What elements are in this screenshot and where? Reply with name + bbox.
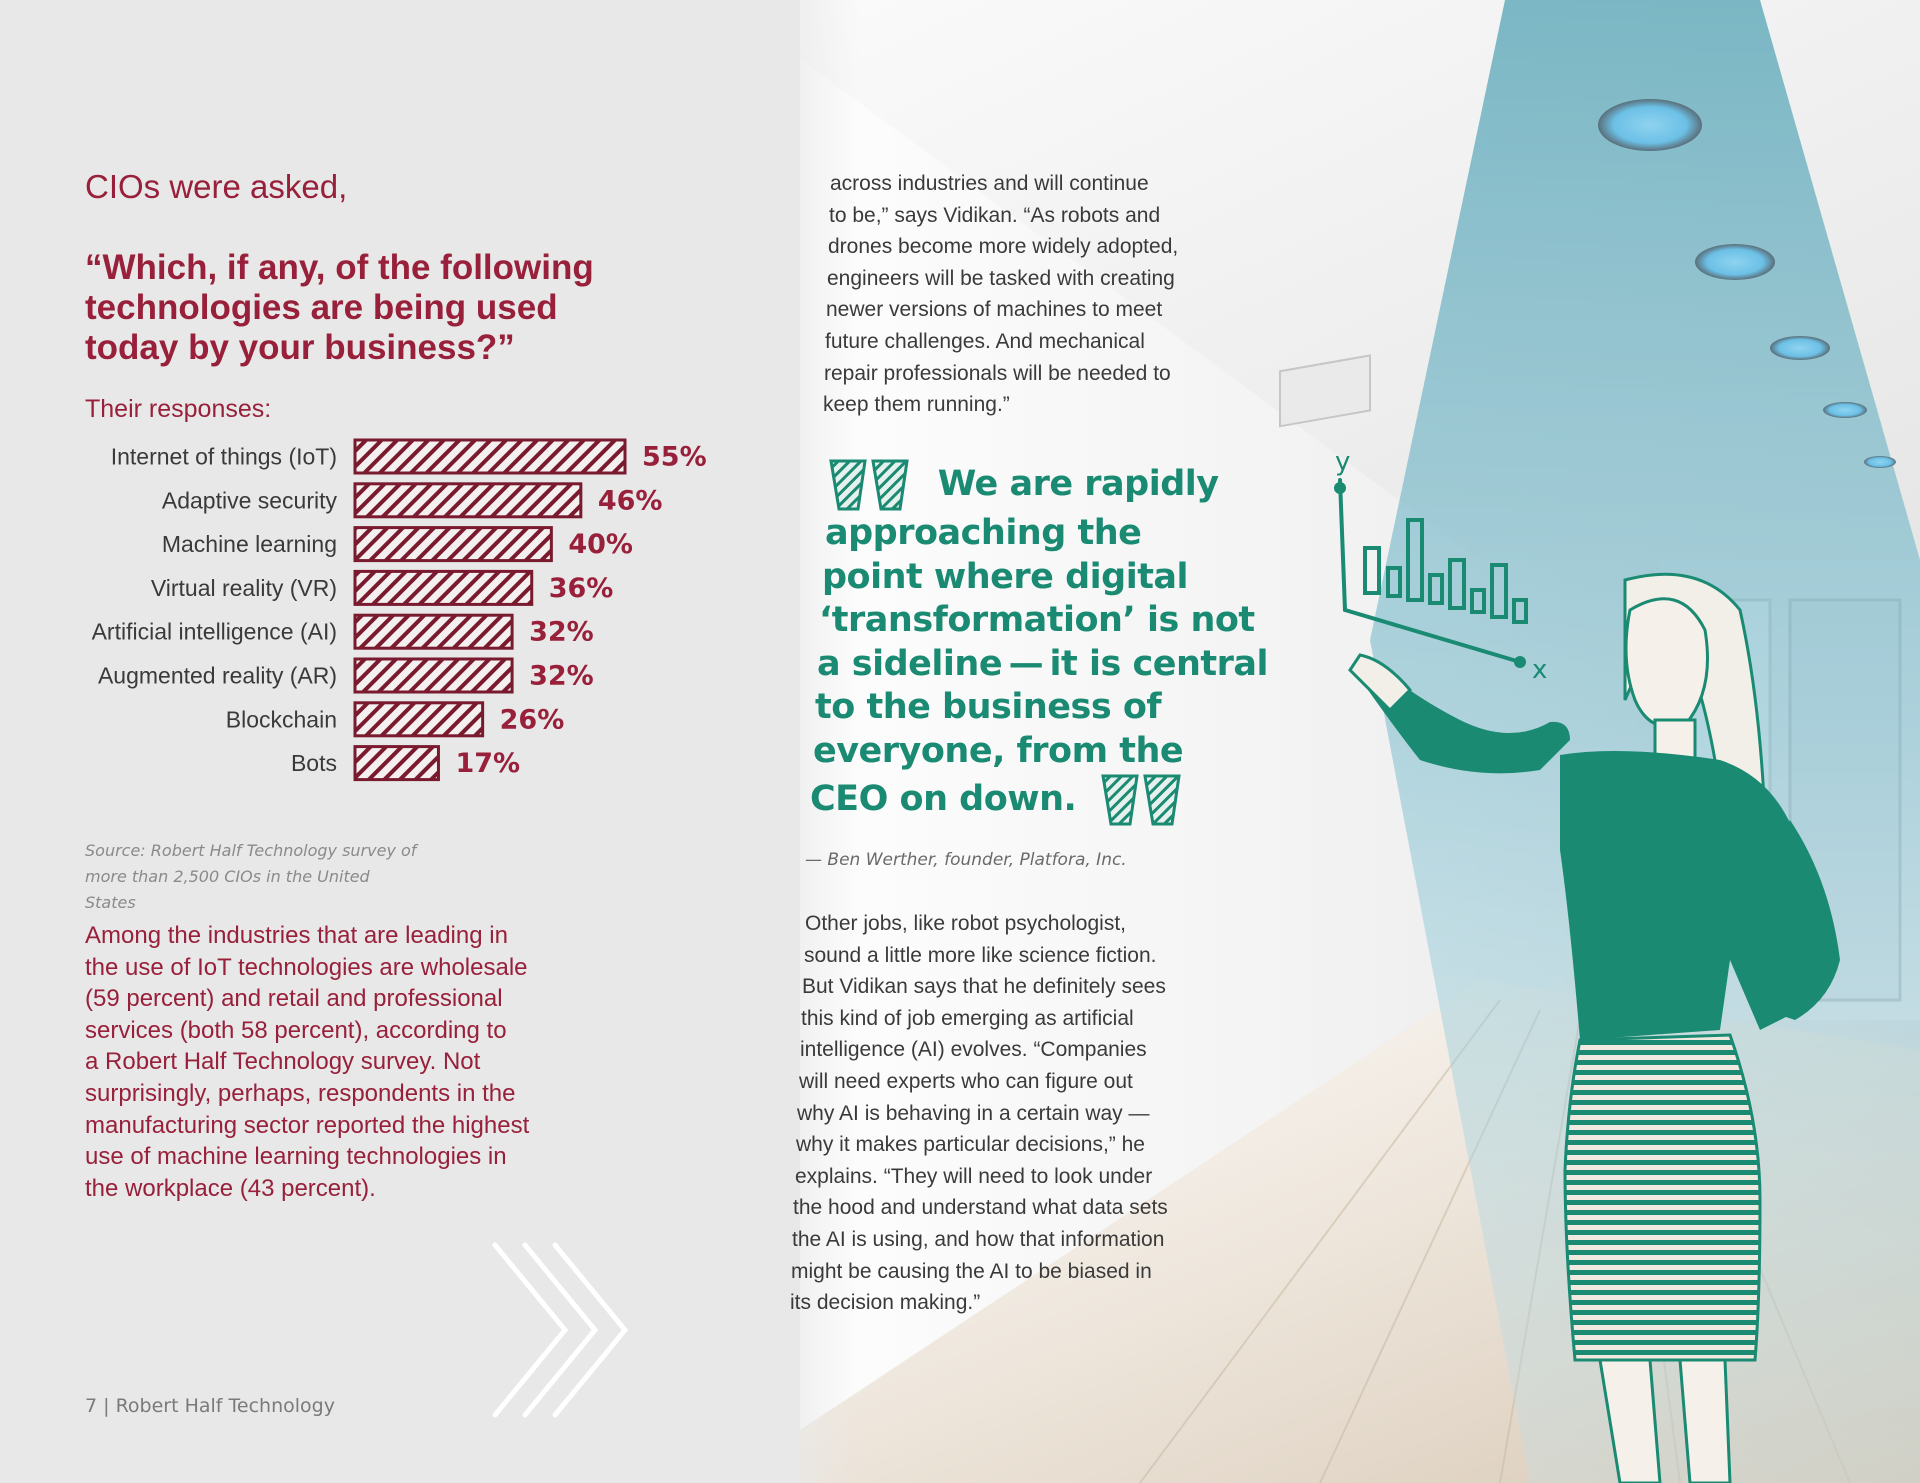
article-column-top: across industries and will continue to b… — [823, 168, 1179, 421]
page-footer: 7 | Robert Half Technology — [85, 1395, 335, 1417]
column-line: will need experts who can figure out — [799, 1069, 1133, 1093]
category-label: Bots — [291, 750, 337, 776]
value-label: 32% — [529, 661, 594, 692]
chevron-right-icon — [492, 1242, 629, 1418]
value-label: 36% — [549, 573, 614, 604]
quote-line: approaching the — [825, 513, 1142, 553]
value-label: 26% — [500, 704, 565, 735]
bar — [353, 657, 514, 694]
close-quote-icon — [1101, 774, 1181, 826]
column-line: Other jobs, like robot psychologist, — [805, 912, 1126, 935]
column-line: sound a little more like science fiction… — [804, 943, 1157, 967]
survey-question: “Which, if any, of the following technol… — [85, 248, 594, 367]
bar — [353, 482, 583, 519]
category-label: Blockchain — [226, 706, 337, 732]
quote-line: ‘transformation’ is not — [819, 600, 1255, 640]
value-label: 32% — [529, 617, 594, 648]
value-label: 40% — [568, 529, 633, 560]
column-line: to be,” says Vidikan. “As robots and — [829, 203, 1161, 227]
column-line: keep them running.” — [823, 393, 1010, 417]
intro-text: CIOs were asked, — [85, 168, 348, 205]
category-label: Augmented reality (AR) — [98, 663, 337, 689]
body-line: services (both 58 percent), according to — [85, 1016, 507, 1044]
quote-line: everyone, from the — [813, 730, 1184, 771]
left-body-paragraph: Among the industries that are leading in… — [85, 920, 575, 1204]
article-column-bottom: Other jobs, like robot psychologist, sou… — [790, 908, 1168, 1319]
bar — [353, 613, 514, 650]
body-line: the use of IoT technologies are wholesal… — [85, 953, 528, 981]
column-line: explains. “They will need to look under — [795, 1164, 1153, 1188]
source-line: Source: Robert Half Technology survey of — [85, 841, 417, 860]
body-line: the workplace (43 percent). — [85, 1174, 376, 1202]
category-label: Virtual reality (VR) — [151, 575, 337, 601]
column-line: engineers will be tasked with creating — [827, 266, 1175, 290]
column-line: the hood and understand what data sets — [793, 1196, 1168, 1220]
source-line: more than 2,500 CIOs in the United State… — [85, 867, 370, 912]
value-label: 55% — [642, 442, 707, 473]
column-line: intelligence (AI) evolves. “Companies — [800, 1038, 1147, 1062]
category-label: Artificial intelligence (AI) — [92, 619, 337, 645]
column-line: why AI is behaving in a certain way — — [797, 1101, 1150, 1125]
technology-usage-bar-chart: Internet of things (IoT) 55% Adaptive secu… — [92, 438, 707, 782]
sketch-x-label: x — [1532, 655, 1547, 685]
column-line: But Vidikan says that he definitely sees — [802, 975, 1166, 999]
chart-source: Source: Robert Half Technology survey of… — [85, 838, 425, 916]
category-label: Machine learning — [162, 531, 337, 557]
quote-line: to the business of — [815, 687, 1162, 727]
quote-line: a sideline — it is central — [817, 643, 1269, 684]
body-line: a Robert Half Technology survey. Not — [85, 1048, 481, 1076]
column-line: why it makes particular decisions,” he — [796, 1133, 1145, 1157]
column-line: might be causing the AI to be biased in — [791, 1259, 1152, 1283]
left-panel — [0, 0, 860, 1483]
category-label: Adaptive security — [162, 487, 338, 513]
column-line: drones become more widely adopted, — [828, 235, 1179, 259]
column-line: newer versions of machines to meet — [826, 298, 1163, 322]
column-line: the AI is using, and how that informatio… — [792, 1227, 1165, 1251]
column-line: repair professionals will be needed to — [824, 361, 1171, 385]
pull-quote: We are rapidly approaching the point whe… — [810, 458, 1269, 827]
category-label: Internet of things (IoT) — [111, 444, 337, 470]
bar — [353, 745, 440, 782]
body-line: surprisingly, perhaps, respondents in th… — [85, 1079, 516, 1107]
open-quote-icon — [829, 459, 909, 511]
quote-attribution: — Ben Werther, founder, Platfora, Inc. — [805, 850, 1127, 870]
column-line: future challenges. And mechanical — [825, 329, 1145, 353]
bar — [353, 526, 553, 563]
bar — [353, 438, 627, 475]
column-line: this kind of job emerging as artificial — [801, 1006, 1134, 1030]
value-label: 17% — [455, 748, 520, 779]
body-line: Among the industries that are leading in — [85, 922, 508, 949]
column-line: across industries and will continue — [830, 172, 1149, 195]
value-label: 46% — [598, 485, 663, 516]
responses-label: Their responses: — [85, 395, 272, 423]
office-room-illustration: y x — [720, 0, 1920, 1483]
quote-line: point where digital — [822, 556, 1189, 597]
bar — [353, 701, 485, 738]
body-line: manufacturing sector reported the highes… — [85, 1111, 530, 1139]
body-line: (59 percent) and retail and professional — [85, 985, 503, 1013]
bar — [353, 569, 534, 606]
column-line: its decision making.” — [790, 1291, 981, 1315]
sketch-y-label: y — [1335, 447, 1350, 477]
quote-line: CEO on down. — [810, 779, 1077, 819]
body-line: use of machine learning technologies in — [85, 1143, 507, 1171]
quote-line: We are rapidly — [937, 464, 1219, 504]
